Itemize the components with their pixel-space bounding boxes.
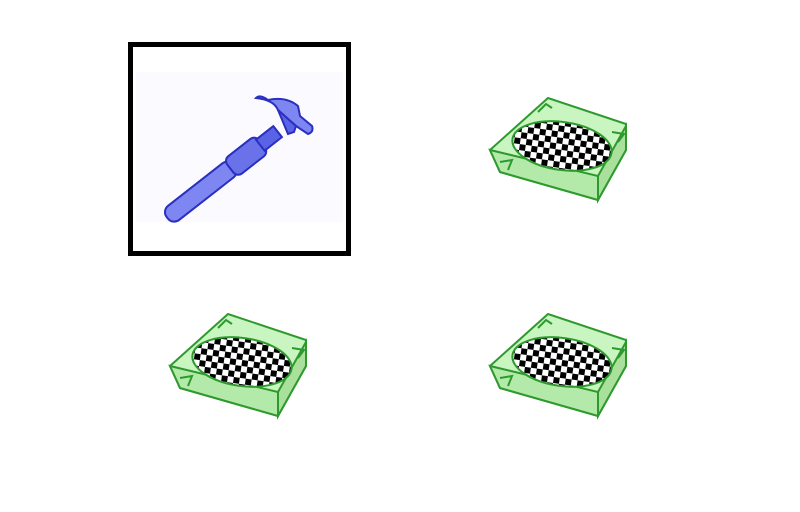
hammer-icon (136, 72, 343, 223)
grid-cell-bottom-left[interactable] (128, 258, 351, 472)
ashtray-icon (168, 312, 307, 420)
grid-cell-bottom-right[interactable] (448, 258, 671, 472)
grid-cell-top-right[interactable] (448, 42, 671, 256)
grid-cell-top-left[interactable] (128, 42, 351, 256)
ashtray-icon (488, 96, 627, 204)
ashtray-icon (488, 312, 627, 420)
